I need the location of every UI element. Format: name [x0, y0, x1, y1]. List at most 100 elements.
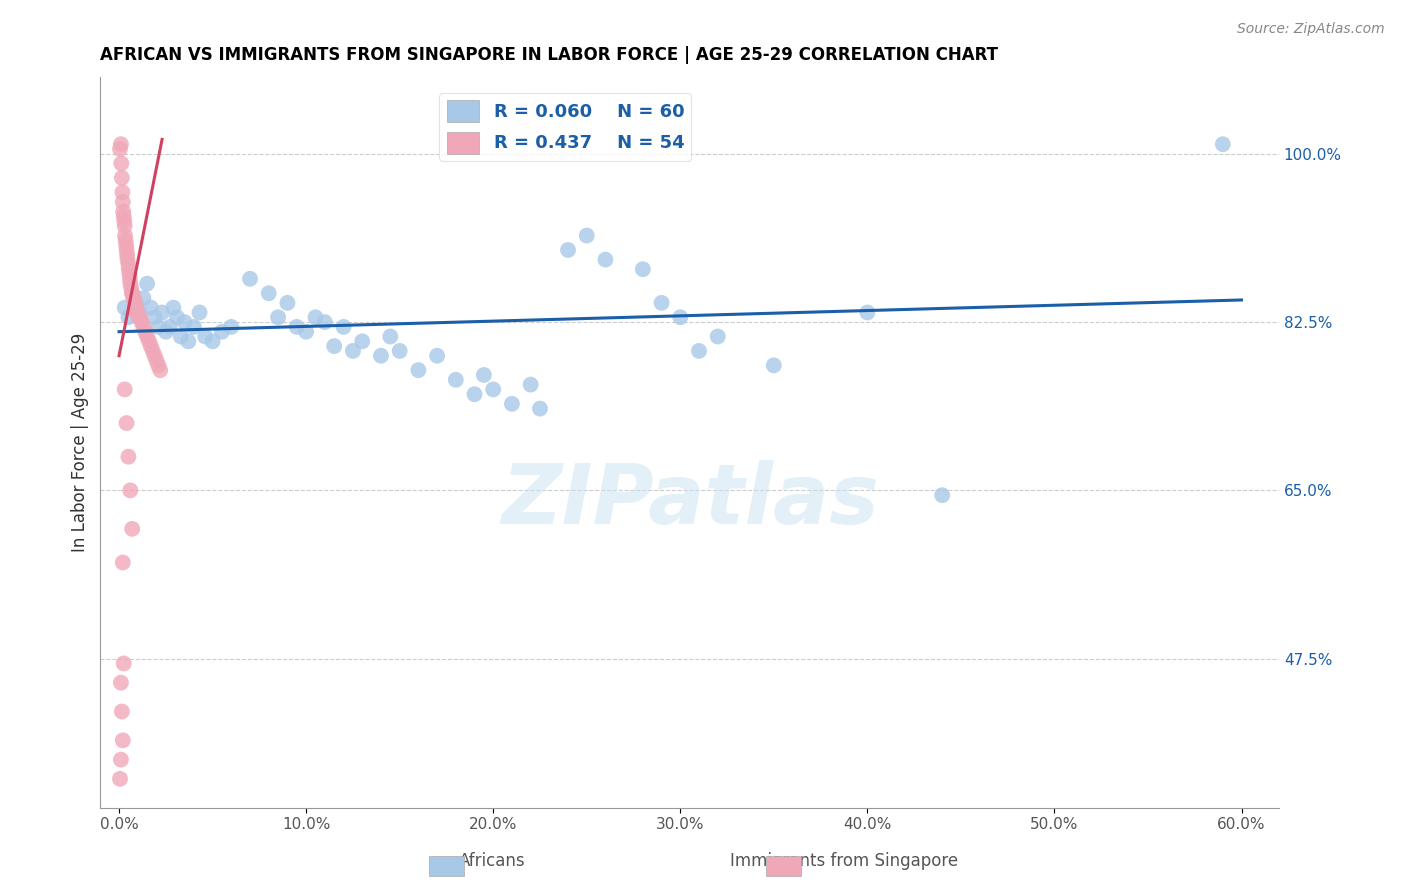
- Point: [128, 310, 150, 325]
- Point: [111, 186, 134, 200]
- Point: [125, 301, 148, 315]
- Point: [148, 359, 170, 373]
- Point: [139, 339, 162, 353]
- Point: [201, 334, 224, 349]
- Point: [651, 296, 673, 310]
- Point: [285, 319, 308, 334]
- Point: [125, 305, 148, 319]
- Point: [138, 334, 160, 349]
- Point: [688, 343, 710, 358]
- Point: [143, 310, 166, 325]
- Point: [342, 343, 364, 358]
- Point: [122, 291, 145, 305]
- Point: [856, 305, 879, 319]
- Point: [162, 301, 184, 315]
- Point: [1212, 137, 1234, 152]
- Point: [557, 243, 579, 257]
- Point: [121, 286, 143, 301]
- Point: [482, 383, 505, 397]
- Point: [314, 315, 336, 329]
- Point: [762, 359, 785, 373]
- Point: [131, 315, 153, 329]
- Point: [463, 387, 485, 401]
- Point: [139, 301, 162, 315]
- Point: [177, 334, 200, 349]
- Point: [114, 383, 136, 397]
- Point: [170, 329, 193, 343]
- Point: [128, 310, 150, 325]
- Point: [117, 450, 139, 464]
- Point: [115, 416, 138, 430]
- Point: [122, 291, 145, 305]
- Point: [128, 305, 150, 319]
- Point: [118, 262, 141, 277]
- Point: [529, 401, 551, 416]
- Point: [114, 228, 136, 243]
- Point: [145, 353, 167, 368]
- Point: [276, 296, 298, 310]
- Text: Immigrants from Singapore: Immigrants from Singapore: [730, 852, 957, 870]
- Point: [380, 329, 402, 343]
- Text: AFRICAN VS IMMIGRANTS FROM SINGAPORE IN LABOR FORCE | AGE 25-29 CORRELATION CHAR: AFRICAN VS IMMIGRANTS FROM SINGAPORE IN …: [100, 46, 998, 64]
- Point: [114, 219, 136, 233]
- Point: [173, 315, 195, 329]
- Point: [112, 657, 135, 671]
- Point: [118, 272, 141, 286]
- Point: [142, 343, 165, 358]
- Point: [183, 319, 205, 334]
- Point: [408, 363, 430, 377]
- Text: ZIPatlas: ZIPatlas: [501, 460, 879, 541]
- Point: [115, 243, 138, 257]
- Point: [148, 319, 170, 334]
- Point: [136, 277, 159, 291]
- Point: [120, 277, 142, 291]
- Point: [134, 325, 156, 339]
- Point: [370, 349, 392, 363]
- Point: [132, 319, 155, 334]
- Point: [136, 329, 159, 343]
- Point: [111, 733, 134, 747]
- Point: [444, 373, 467, 387]
- Point: [332, 319, 354, 334]
- Point: [388, 343, 411, 358]
- Point: [108, 772, 131, 786]
- Point: [132, 291, 155, 305]
- Point: [110, 675, 132, 690]
- Point: [166, 310, 188, 325]
- Point: [295, 325, 318, 339]
- Point: [150, 305, 173, 319]
- Point: [211, 325, 233, 339]
- Point: [121, 286, 143, 301]
- Point: [669, 310, 692, 325]
- Point: [323, 339, 346, 353]
- Point: [472, 368, 495, 382]
- Point: [111, 705, 134, 719]
- Legend: R = 0.060    N = 60, R = 0.437    N = 54: R = 0.060 N = 60, R = 0.437 N = 54: [440, 94, 692, 161]
- Point: [595, 252, 617, 267]
- Point: [120, 281, 142, 295]
- Point: [111, 170, 134, 185]
- Point: [143, 349, 166, 363]
- Point: [112, 214, 135, 228]
- Point: [159, 319, 181, 334]
- Point: [110, 156, 132, 170]
- Point: [631, 262, 654, 277]
- Point: [110, 753, 132, 767]
- Point: [188, 305, 211, 319]
- Point: [501, 397, 523, 411]
- Point: [120, 483, 142, 498]
- Point: [931, 488, 953, 502]
- Point: [114, 233, 136, 247]
- Point: [239, 272, 262, 286]
- Point: [127, 305, 149, 319]
- Point: [575, 228, 598, 243]
- Point: [117, 252, 139, 267]
- Point: [194, 329, 217, 343]
- Point: [112, 210, 135, 224]
- Point: [110, 137, 132, 152]
- Point: [117, 257, 139, 271]
- Point: [706, 329, 728, 343]
- Point: [108, 142, 131, 156]
- Point: [111, 556, 134, 570]
- Point: [115, 248, 138, 262]
